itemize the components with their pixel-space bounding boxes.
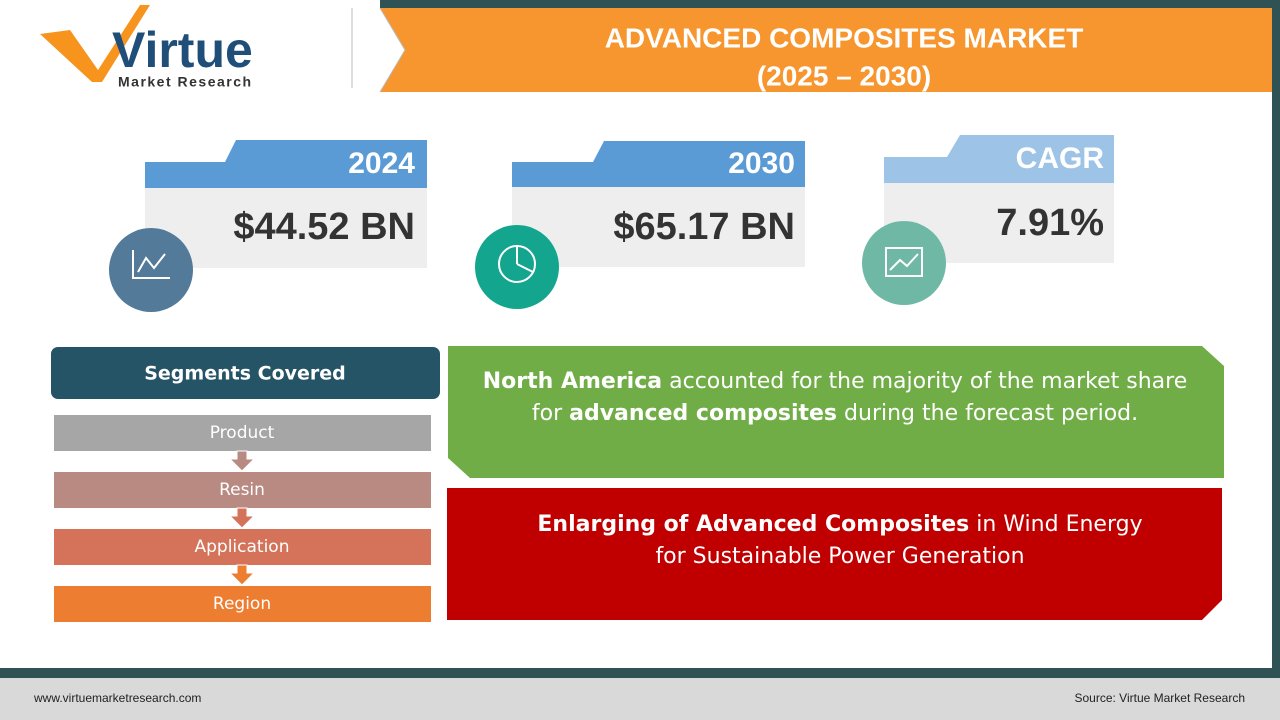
right-band (1272, 0, 1280, 670)
segments-header (51, 347, 440, 399)
title-banner (378, 8, 1272, 92)
subtitle: (2025 – 2030) (757, 60, 931, 91)
icon (132, 250, 170, 279)
card-value: 7.91% (996, 202, 1104, 244)
icon-circle (109, 228, 193, 312)
segment-row (54, 529, 431, 565)
highlight-bold: North America (482, 369, 663, 394)
top-band (380, 0, 1280, 8)
segment-row (54, 472, 431, 508)
card-value: $44.52 BN (233, 206, 415, 248)
logo-mark (40, 5, 150, 82)
highlight-bold: advanced composites (569, 401, 838, 426)
footer-bar (0, 678, 1280, 720)
highlight-text: Enlarging of Advanced Composites in Wind… (520, 509, 1160, 573)
segment-label: Product (210, 423, 275, 443)
highlight-box (447, 488, 1222, 620)
bottom-band (0, 668, 1280, 678)
card-label: 2024 (348, 147, 415, 180)
segment-row (54, 415, 431, 451)
icon (516, 246, 534, 273)
segment-label: Application (195, 537, 290, 557)
icon (885, 247, 923, 277)
icon-circle (475, 225, 559, 309)
segment-row (54, 586, 431, 622)
highlight-plain: accounted for the majority of the market… (531, 369, 1188, 426)
card-tab (884, 135, 1114, 183)
card-tab (512, 141, 805, 187)
card-label: CAGR (1016, 142, 1105, 175)
card-body (512, 187, 805, 267)
segment-list: Product Resin Application Region (54, 415, 431, 622)
segments-title: Segments Covered (144, 363, 346, 385)
footer-website: www.virtuemarketresearch.com (33, 691, 201, 705)
segment-arrow (228, 450, 256, 472)
logo-name: Virtue (112, 22, 253, 78)
chevron-outline (351, 7, 406, 93)
footer-source: Source: Virtue Market Research (1074, 691, 1245, 705)
logo-tagline: Market Research (118, 74, 253, 90)
segment-arrow (228, 507, 256, 529)
highlight-plain: in Wind Energy for Sustainable Power Gen… (655, 512, 1143, 569)
logo: Virtue Market Research (40, 5, 253, 90)
segment-label: Region (213, 594, 271, 614)
highlight-bold: Enlarging of Advanced Composites (537, 512, 970, 537)
highlight-text: North America accounted for the majority… (470, 366, 1200, 430)
icon (889, 253, 919, 271)
card-value: $65.17 BN (613, 206, 795, 248)
title: ADVANCED COMPOSITES MARKET (605, 22, 1084, 53)
card-tab (145, 140, 427, 188)
segment-arrow (228, 564, 256, 586)
highlight-plain: during the forecast period. (844, 401, 1139, 426)
chevron (352, 8, 405, 92)
card-label: 2030 (728, 147, 795, 180)
card-body (145, 188, 427, 268)
segment-label: Resin (219, 480, 265, 500)
highlight-box (448, 346, 1224, 478)
